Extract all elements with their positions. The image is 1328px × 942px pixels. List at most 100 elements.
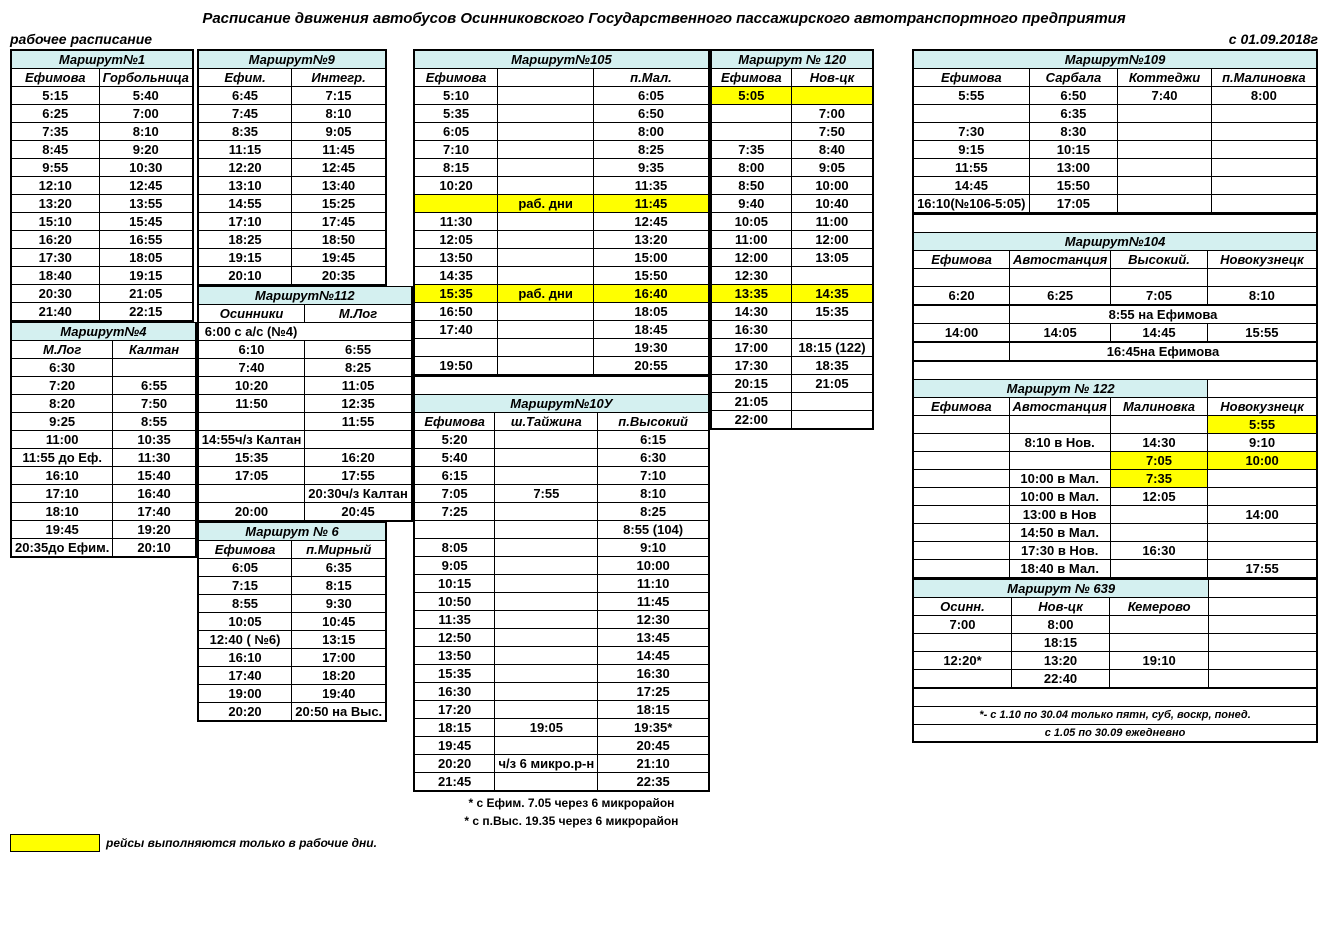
route-105-table: Маршрут№105 Ефимовап.Мал. 5:106:055:356:… bbox=[413, 49, 710, 376]
time-cell: 16:55 bbox=[99, 231, 193, 249]
time-cell: 21:05 bbox=[791, 375, 873, 393]
time-cell: 8:00 bbox=[593, 123, 709, 141]
time-cell bbox=[913, 670, 1011, 689]
time-cell: 7:10 bbox=[414, 141, 498, 159]
time-cell: 15:00 bbox=[593, 249, 709, 267]
time-cell: 22:40 bbox=[1011, 670, 1109, 689]
time-cell: 7:00 bbox=[913, 616, 1011, 634]
time-cell: 8:10 bbox=[598, 485, 709, 503]
time-cell bbox=[1111, 269, 1208, 287]
time-cell: 14:00 bbox=[913, 324, 1009, 343]
time-cell bbox=[495, 431, 598, 449]
time-cell bbox=[1211, 177, 1317, 195]
time-cell: 13:40 bbox=[292, 177, 386, 195]
time-cell: 7:15 bbox=[198, 577, 292, 595]
time-cell: раб. дни bbox=[498, 285, 594, 303]
time-cell: 13:00 bbox=[1029, 159, 1118, 177]
time-cell: 9:40 bbox=[711, 195, 791, 213]
time-cell: 6:15 bbox=[598, 431, 709, 449]
time-cell: 11:35 bbox=[414, 611, 495, 629]
time-cell: 13:10 bbox=[198, 177, 292, 195]
time-cell: 11:30 bbox=[113, 449, 196, 467]
subtitle-left: рабочее расписание bbox=[10, 31, 152, 47]
time-cell bbox=[495, 593, 598, 611]
time-cell: 19:45 bbox=[414, 737, 495, 755]
time-cell: 6:50 bbox=[1029, 87, 1118, 105]
time-cell: 22:15 bbox=[99, 303, 193, 322]
time-cell: 6:10 bbox=[198, 341, 305, 359]
time-cell: 15:35 bbox=[198, 449, 305, 467]
time-cell: 22:35 bbox=[598, 773, 709, 792]
time-cell: 17:55 bbox=[305, 467, 412, 485]
time-cell: 11:55 до Еф. bbox=[11, 449, 113, 467]
time-cell: 14:45 bbox=[913, 177, 1029, 195]
time-cell: 9:35 bbox=[593, 159, 709, 177]
route-122-table: Маршрут № 122 ЕфимоваАвтостанцияМалиновк… bbox=[912, 361, 1318, 579]
time-cell: 16:10(№106-5:05) bbox=[913, 195, 1029, 214]
time-cell: 20:45 bbox=[598, 737, 709, 755]
time-cell: 13:50 bbox=[414, 249, 498, 267]
time-cell: 18:05 bbox=[593, 303, 709, 321]
time-cell bbox=[495, 521, 598, 539]
time-cell bbox=[791, 411, 873, 430]
time-cell: 11:55 bbox=[305, 413, 412, 431]
time-cell: 5:40 bbox=[99, 87, 193, 105]
time-cell bbox=[498, 213, 594, 231]
time-cell: 11:35 bbox=[593, 177, 709, 195]
time-cell: 12:40 ( №6) bbox=[198, 631, 292, 649]
time-cell: 14:05 bbox=[1010, 324, 1111, 343]
time-cell bbox=[495, 737, 598, 755]
time-cell: 6:25 bbox=[1010, 287, 1111, 306]
time-cell: 12:45 bbox=[99, 177, 193, 195]
time-cell bbox=[498, 141, 594, 159]
time-cell: 10:00 bbox=[598, 557, 709, 575]
time-cell: 6:05 bbox=[593, 87, 709, 105]
time-cell: 18:05 bbox=[99, 249, 193, 267]
time-cell: 19:20 bbox=[113, 521, 196, 539]
time-cell: 15:45 bbox=[99, 213, 193, 231]
time-cell: 10:05 bbox=[198, 613, 292, 631]
time-cell: 13:55 bbox=[99, 195, 193, 213]
time-cell bbox=[1110, 634, 1209, 652]
time-cell: 20:00 bbox=[198, 503, 305, 522]
time-cell: 16:10 bbox=[198, 649, 292, 667]
time-cell: 8:50 bbox=[711, 177, 791, 195]
time-cell bbox=[913, 634, 1011, 652]
time-cell bbox=[791, 321, 873, 339]
time-cell bbox=[1010, 269, 1111, 287]
time-cell: 17:20 bbox=[414, 701, 495, 719]
time-cell bbox=[495, 539, 598, 557]
time-cell: 8:15 bbox=[292, 577, 386, 595]
time-cell: 8:05 bbox=[414, 539, 495, 557]
time-cell bbox=[498, 231, 594, 249]
time-cell bbox=[495, 467, 598, 485]
time-cell bbox=[498, 267, 594, 285]
time-cell: 19:45 bbox=[292, 249, 386, 267]
time-cell: 12:50 bbox=[414, 629, 495, 647]
time-cell bbox=[495, 449, 598, 467]
time-cell: 13:15 bbox=[292, 631, 386, 649]
time-cell: 11:45 bbox=[593, 195, 709, 213]
time-cell bbox=[1211, 195, 1317, 214]
time-cell: 7:35 bbox=[711, 141, 791, 159]
time-cell: 12:00 bbox=[791, 231, 873, 249]
time-cell bbox=[1211, 159, 1317, 177]
route-109-table: Маршрут№109 ЕфимоваСарбалаКоттеджип.Мали… bbox=[912, 49, 1318, 214]
time-cell: 13:20 bbox=[11, 195, 99, 213]
fn1: * с Ефим. 7.05 через 6 микрорайон bbox=[433, 796, 710, 810]
time-cell: 8:20 bbox=[11, 395, 113, 413]
route-639-table: Маршрут № 639 Осинн.Нов-цкКемерово 7:008… bbox=[912, 579, 1318, 743]
time-cell: 11:50 bbox=[198, 395, 305, 413]
time-cell: 7:00 bbox=[791, 105, 873, 123]
time-cell bbox=[198, 485, 305, 503]
time-cell: 19:05 bbox=[495, 719, 598, 737]
time-cell: 12:35 bbox=[305, 395, 412, 413]
time-cell: 18:50 bbox=[292, 231, 386, 249]
time-cell: 17:05 bbox=[198, 467, 305, 485]
time-cell bbox=[1209, 652, 1317, 670]
time-cell: 12:45 bbox=[593, 213, 709, 231]
time-cell: 19:35* bbox=[598, 719, 709, 737]
time-cell bbox=[495, 557, 598, 575]
time-cell: 16:50 bbox=[414, 303, 498, 321]
time-cell: 13:45 bbox=[598, 629, 709, 647]
